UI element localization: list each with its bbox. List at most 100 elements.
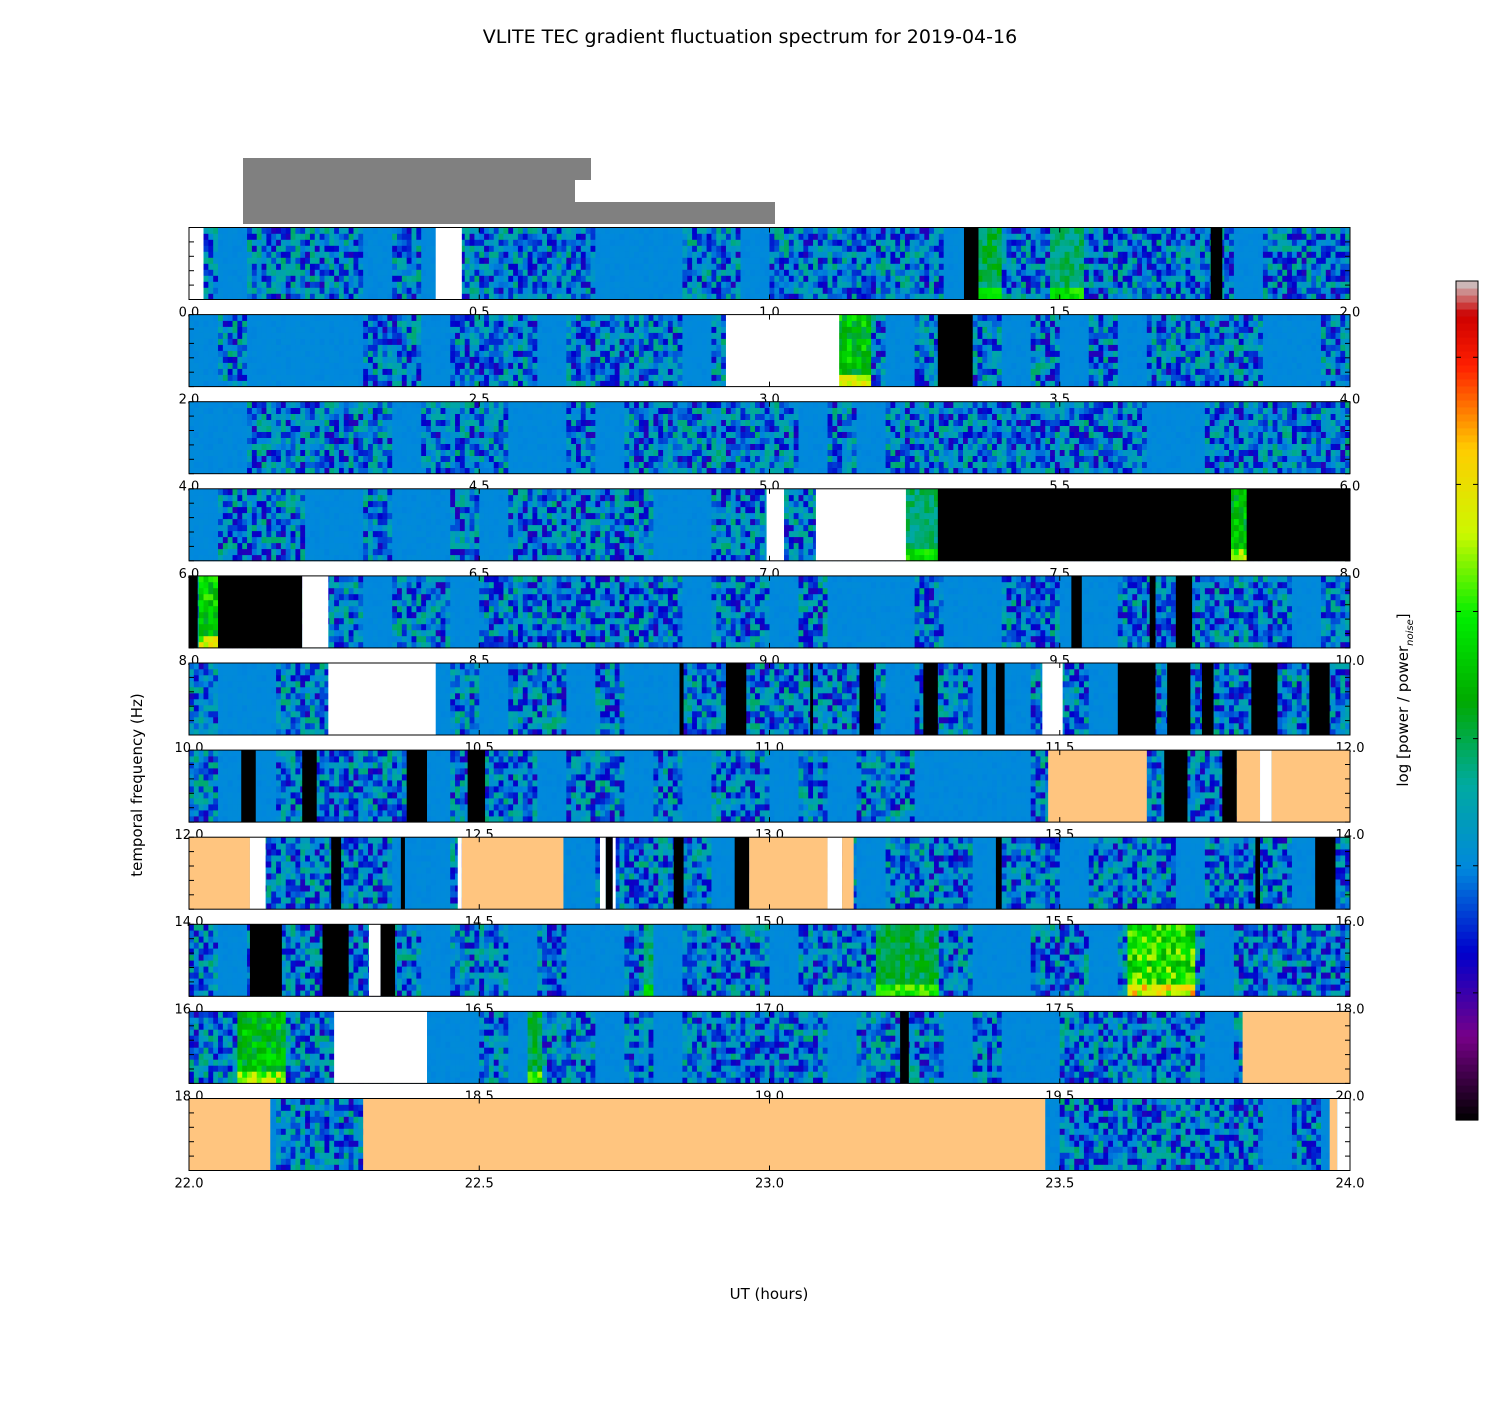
spectrum-cell: [291, 294, 296, 300]
spectrum-cell: [334, 282, 339, 288]
spectrum-cell: [310, 282, 315, 288]
spectrum-cell: [324, 294, 329, 300]
spectrum-cell: [208, 282, 213, 288]
spectrum-cell: [552, 294, 557, 300]
spectrum-cell: [513, 258, 518, 264]
spectrum-cell: [629, 246, 634, 252]
spectrum-cell: [678, 234, 683, 240]
spectrum-cell: [213, 252, 218, 258]
spectrum-cell: [378, 264, 383, 270]
spectrum-cell: [262, 234, 267, 240]
spectrum-cell: [479, 252, 484, 258]
spectrum-cell: [687, 294, 692, 300]
spectrum-cell: [740, 234, 745, 240]
spectrum-cell: [707, 258, 712, 264]
spectrum-cell: [247, 240, 252, 246]
spectrum-cell: [668, 240, 673, 246]
spectrum-cell: [465, 282, 470, 288]
spectrum-cell: [266, 234, 271, 240]
spectrum-cell: [624, 270, 629, 276]
spectrum-cell: [711, 234, 716, 240]
spectrum-cell: [571, 276, 576, 282]
spectrum-cell: [223, 258, 228, 264]
spectrum-cell: [305, 234, 310, 240]
spectrum-cell: [397, 246, 402, 252]
spectrum-cell: [479, 270, 484, 276]
spectrum-cell: [208, 264, 213, 270]
spectrum-cell: [595, 252, 600, 258]
spectrum-cell: [784, 252, 789, 258]
spectrum-cell: [542, 294, 547, 300]
spectrum-cell: [576, 282, 581, 288]
spectrum-cell: [266, 246, 271, 252]
spectrum-cell: [407, 252, 412, 258]
spectrum-cell: [697, 228, 702, 234]
spectrum-cell: [745, 282, 750, 288]
spectrum-cell: [653, 246, 658, 252]
spectrum-cell: [353, 228, 358, 234]
spectrum-cell: [402, 258, 407, 264]
spectrum-cell: [358, 276, 363, 282]
spectrum-cell: [547, 252, 552, 258]
spectrum-cell: [397, 228, 402, 234]
spectrum-cell: [547, 258, 552, 264]
spectrum-cell: [620, 288, 625, 294]
spectrum-cell: [595, 288, 600, 294]
spectrum-cell: [697, 252, 702, 258]
spectrum-cell: [649, 270, 654, 276]
spectrum-cell: [474, 282, 479, 288]
spectrum-cell: [431, 228, 436, 234]
spectrum-cell: [600, 270, 605, 276]
spectrum-cell: [363, 294, 368, 300]
spectrum-cell: [726, 294, 731, 300]
spectrum-cell: [770, 282, 775, 288]
spectrum-cell: [610, 282, 615, 288]
spectrum-cell: [634, 246, 639, 252]
spectrum-cell: [363, 234, 368, 240]
spectrum-cell: [281, 288, 286, 294]
spectrum-cell: [499, 270, 504, 276]
spectrum-cell: [576, 252, 581, 258]
spectrum-cell: [204, 252, 209, 258]
spectrum-cell: [489, 270, 494, 276]
spectrum-cell: [678, 228, 683, 234]
spectrum-cell: [750, 282, 755, 288]
spectrum-cell: [257, 234, 262, 240]
spectrum-cell: [716, 228, 721, 234]
spectrum-cell: [532, 282, 537, 288]
spectrum-cell: [204, 288, 209, 294]
spectrum-cell: [731, 282, 736, 288]
spectrum-cell: [610, 234, 615, 240]
spectrum-cell: [721, 288, 726, 294]
spectrum-cell: [523, 234, 528, 240]
spectrum-cell: [537, 282, 542, 288]
spectrum-cell: [779, 294, 784, 300]
spectrum-cell: [586, 252, 591, 258]
spectrum-cell: [528, 252, 533, 258]
spectrum-cell: [271, 252, 276, 258]
spectrum-cell: [726, 234, 731, 240]
spectrum-cell: [615, 258, 620, 264]
spectrum-cell: [561, 264, 566, 270]
spectrum-cell: [426, 234, 431, 240]
spectrum-cell: [523, 228, 528, 234]
spectrum-cell: [561, 282, 566, 288]
spectrum-cell: [789, 228, 794, 234]
spectrum-cell: [523, 258, 528, 264]
spectrum-cell: [392, 234, 397, 240]
spectrum-cell: [421, 228, 426, 234]
spectrum-cell: [745, 288, 750, 294]
spectrum-cell: [634, 282, 639, 288]
spectrum-cell: [484, 240, 489, 246]
spectrum-cell: [237, 240, 242, 246]
spectrum-cell: [378, 228, 383, 234]
spectrum-cell: [392, 294, 397, 300]
spectrum-cell: [286, 294, 291, 300]
spectrum-cell: [295, 282, 300, 288]
spectrum-cell: [726, 282, 731, 288]
spectrum-cell: [465, 228, 470, 234]
spectrum-cell: [257, 252, 262, 258]
spectrum-cell: [383, 234, 388, 240]
spectrum-cell: [639, 276, 644, 282]
chart-title: VLITE TEC gradient fluctuation spectrum …: [483, 26, 1017, 48]
